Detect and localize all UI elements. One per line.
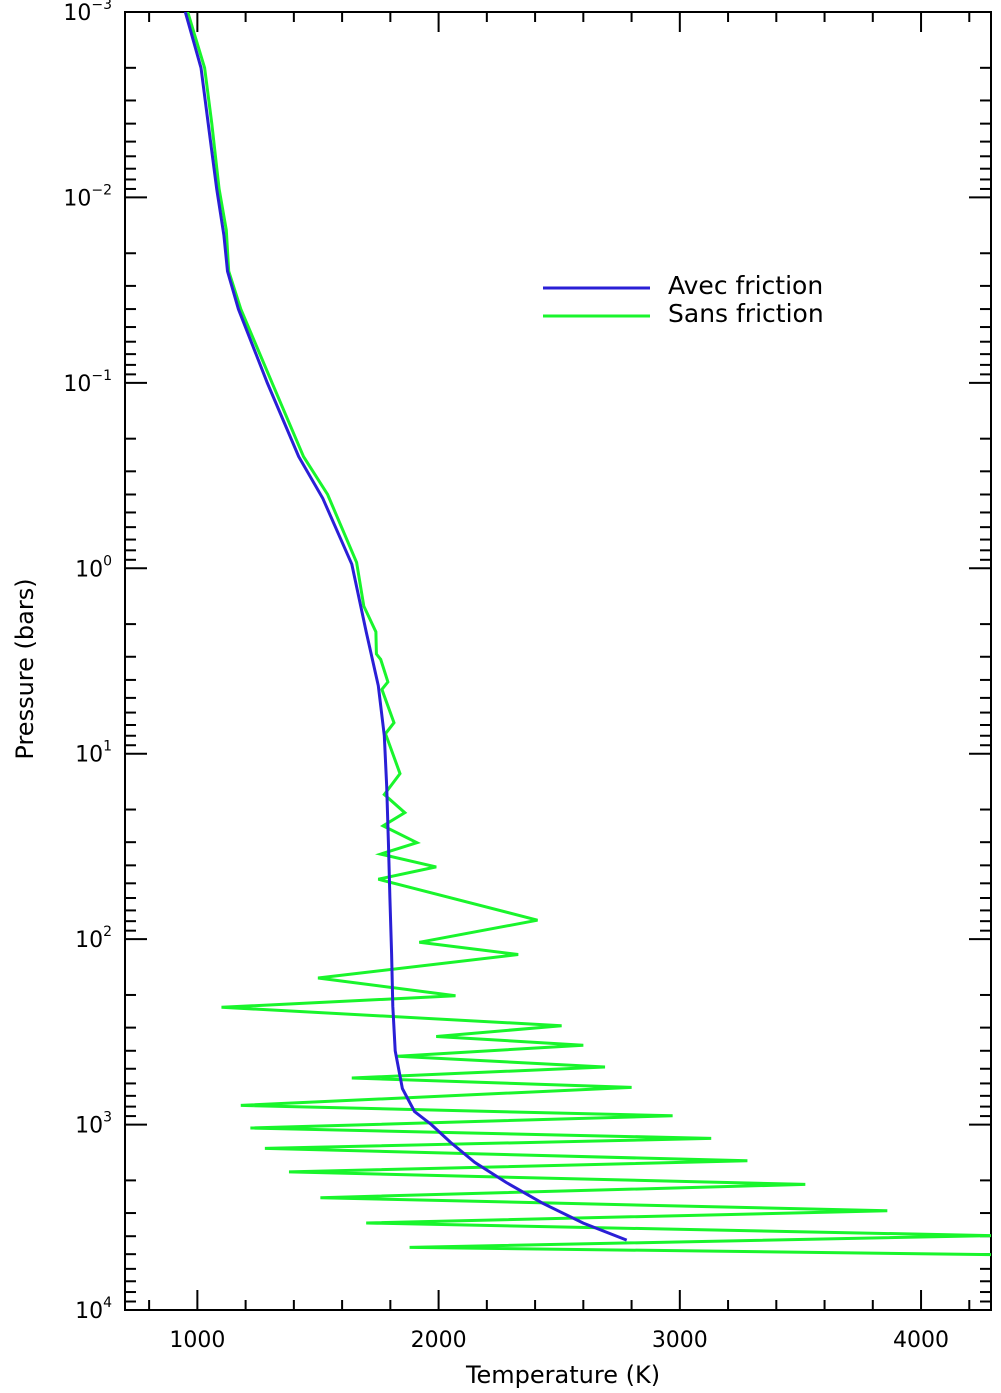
y-tick-label: 10−1	[63, 368, 112, 397]
y-tick-labels: 10−3 10−2 10−1 100 101 102 103 104	[63, 0, 112, 1324]
x-tick-label: 1000	[169, 1328, 225, 1353]
x-tick-label: 3000	[652, 1328, 708, 1353]
y-tick-label: 103	[75, 1110, 112, 1139]
y-tick-label: 104	[75, 1295, 112, 1324]
y-tick-label: 10−2	[63, 182, 112, 211]
legend-label-avec-friction: Avec friction	[668, 271, 823, 300]
legend: Avec friction Sans friction	[543, 271, 824, 328]
y-tick-label: 101	[75, 739, 112, 768]
plot-frame	[124, 11, 992, 1311]
y-tick-label: 102	[75, 924, 112, 953]
y-axis-title: Pressure (bars)	[11, 578, 39, 759]
x-axis-title: Temperature (K)	[465, 1361, 660, 1389]
series-group	[183, 12, 991, 1257]
series-line-sans-friction	[186, 12, 991, 1257]
x-tick-label: 2000	[411, 1328, 467, 1353]
y-tick-label: 100	[75, 553, 112, 582]
y-tick-label: 10−3	[63, 0, 112, 26]
axis-ticks	[125, 11, 991, 1311]
legend-label-sans-friction: Sans friction	[668, 299, 824, 328]
x-tick-label: 4000	[893, 1328, 949, 1353]
series-line-avec-friction	[183, 12, 628, 1242]
x-tick-labels: 1000 2000 3000 4000	[169, 1328, 949, 1353]
